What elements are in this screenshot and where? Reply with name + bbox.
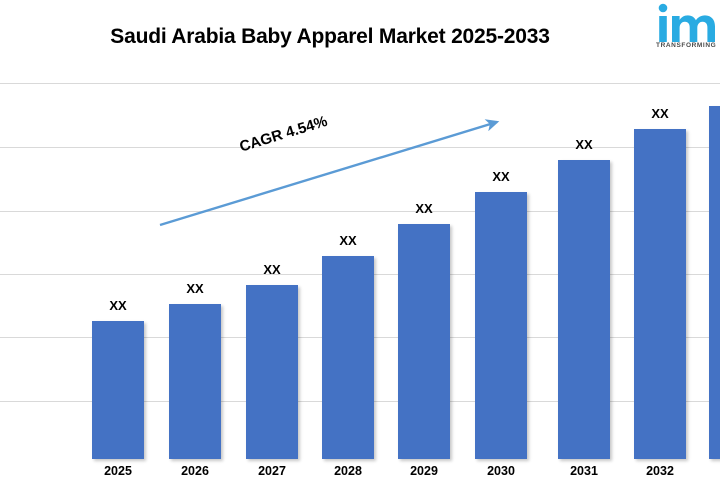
bar-2028[interactable] [322,256,374,459]
logo-tagline: TRANSFORMING [656,42,717,49]
bar-2030[interactable] [475,192,527,459]
bar-value-label-2030: XX [492,169,510,184]
bar-2026[interactable] [169,304,221,459]
category-label-2029: 2029 [410,464,438,478]
bar-value-label-2028: XX [339,233,357,248]
bar-value-label-2025: XX [109,298,127,313]
im-wordmark-icon [658,3,715,42]
category-label-2030: 2030 [487,464,515,478]
bar-value-label-2026: XX [186,281,204,296]
category-label-2031: 2031 [570,464,598,478]
bar-2025[interactable] [92,321,144,459]
gridline [0,147,720,148]
chart-title: Saudi Arabia Baby Apparel Market 2025-20… [110,25,550,48]
bar-value-label-2031: XX [575,137,593,152]
category-label-2032: 2032 [646,464,674,478]
bar-2029[interactable] [398,224,450,459]
brand-logo: TRANSFORMING [654,2,720,54]
category-label-2025: 2025 [104,464,132,478]
category-label-2026: 2026 [181,464,209,478]
bar-value-label-2032: XX [651,106,669,121]
gridline [0,83,720,84]
category-label-2027: 2027 [258,464,286,478]
bar-2033[interactable] [709,106,720,459]
category-label-2028: 2028 [334,464,362,478]
bar-2032[interactable] [634,129,686,459]
bar-value-label-2027: XX [263,262,281,277]
bar-2027[interactable] [246,285,298,459]
bar-2031[interactable] [558,160,610,459]
bar-value-label-2029: XX [415,201,433,216]
gridline [0,211,720,212]
